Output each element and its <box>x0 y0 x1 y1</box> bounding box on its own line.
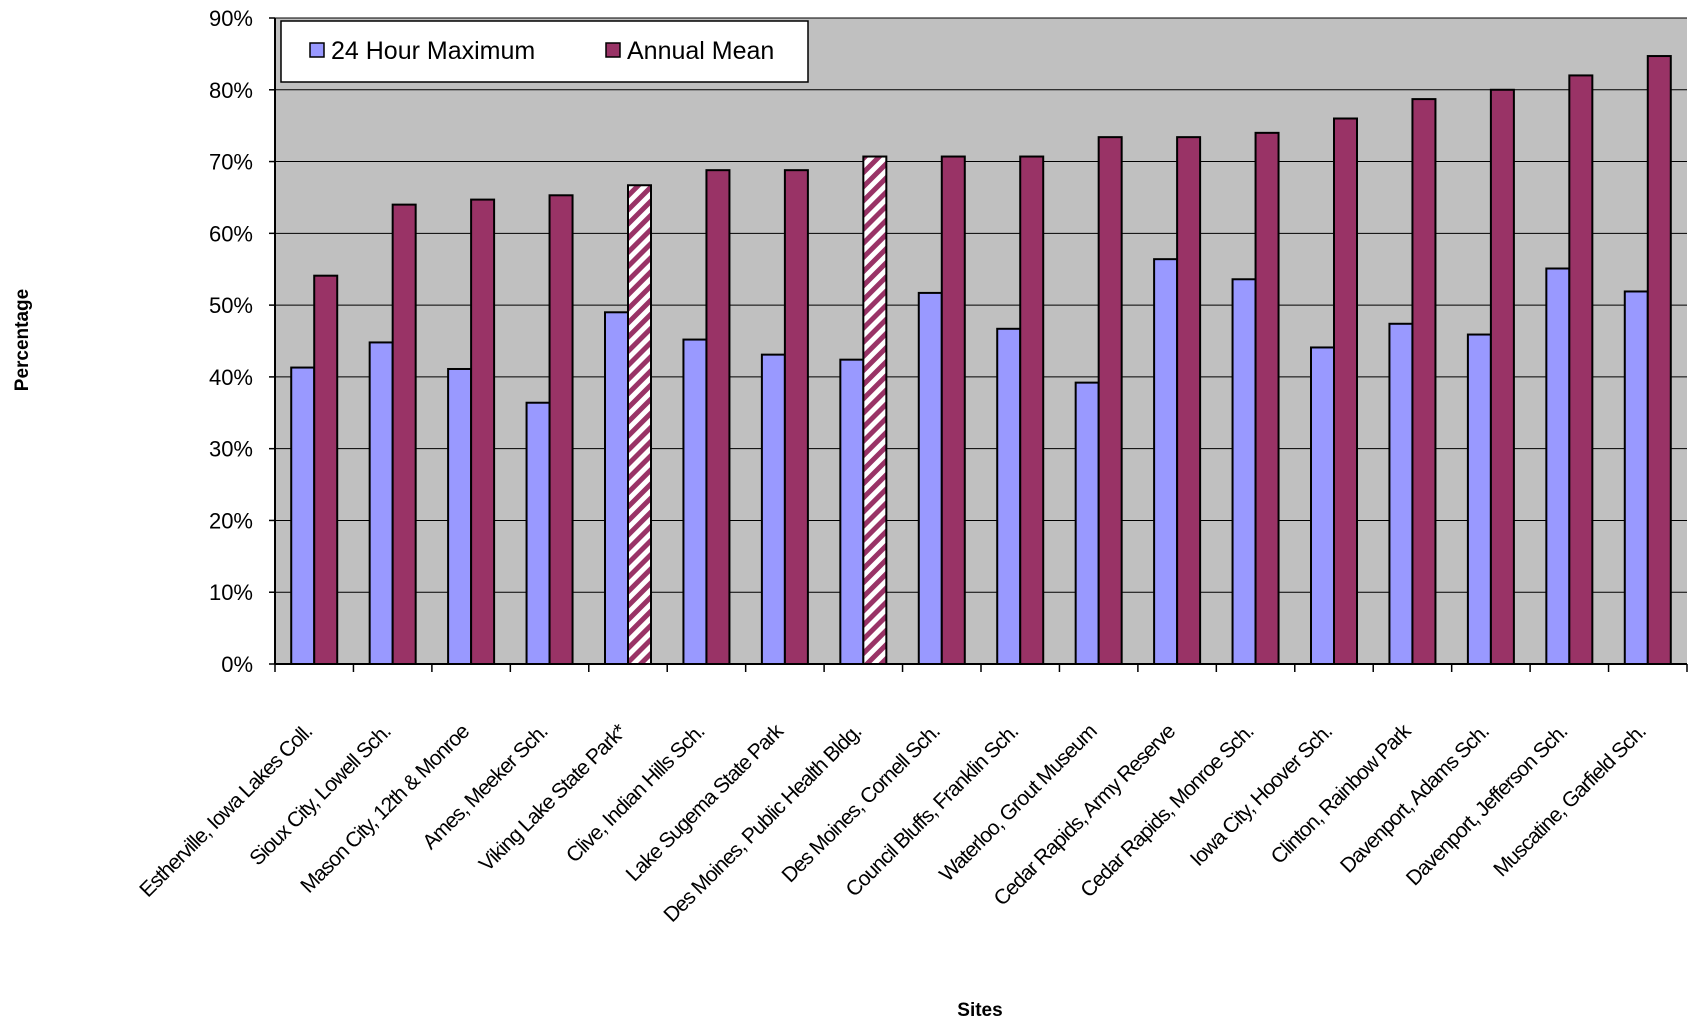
x-category-labels: Estherville, Iowa Lakes Coll.Sioux City,… <box>135 719 1650 927</box>
bar-24-hour-maximum <box>604 311 629 665</box>
bar-24-hour-maximum <box>1310 346 1335 665</box>
y-tick-label: 0% <box>221 652 253 677</box>
y-tick-label: 90% <box>209 6 253 31</box>
x-category-label: Davenport, Jefferson Sch. <box>1402 720 1572 890</box>
bar-24-hour-maximum <box>760 353 786 665</box>
x-category-label: Clinton, Rainbow Park <box>1267 719 1416 868</box>
y-tick-label: 50% <box>209 293 253 318</box>
axes <box>274 18 1688 672</box>
bar-annual-mean <box>1411 98 1437 665</box>
bar-24-hour-maximum <box>1623 290 1649 665</box>
y-tick-labels: 0% 10% 20% 30% 40% 50% 60% 70% 80% 90% <box>209 6 275 677</box>
y-tick-label: 10% <box>209 580 253 605</box>
bar-annual-mean <box>470 198 496 665</box>
bar-annual-mean <box>1097 136 1123 665</box>
bar-annual-mean <box>1333 117 1358 665</box>
bar-annual-mean <box>548 194 574 665</box>
bar-24-hour-maximum <box>917 291 943 665</box>
bar-annual-mean <box>940 155 966 666</box>
plot-area <box>275 18 1687 664</box>
x-category-label: Iowa City, Hoover Sch. <box>1186 720 1337 871</box>
bar-24-hour-maximum <box>447 367 473 665</box>
x-category-label: Clive, Indian Hills Sch. <box>562 720 709 867</box>
x-category-label: Lake Sugema State Park <box>622 719 789 886</box>
gridlines <box>275 17 1687 593</box>
x-category-label: Viking Lake State Park* <box>475 720 631 876</box>
bar-24-hour-maximum <box>682 338 708 665</box>
legend-label-24-hour-maximum: 24 Hour Maximum <box>331 37 535 65</box>
y-tick-label: 60% <box>209 221 253 246</box>
bar-annual-mean <box>313 274 339 665</box>
bar-annual-mean <box>783 169 809 665</box>
bar-24-hour-maximum <box>1153 258 1179 665</box>
y-tick-label: 20% <box>209 508 253 533</box>
bar-annual-mean <box>1254 131 1280 666</box>
x-category-label: Des Moines, Cornell Sch. <box>777 720 944 887</box>
bar-24-hour-maximum <box>1466 333 1492 665</box>
bar-annual-mean <box>705 169 731 665</box>
legend: 24 Hour Maximum Annual Mean <box>280 20 809 83</box>
x-category-label: Muscatine, Garfield Sch. <box>1489 720 1650 881</box>
legend-swatch-24-hour-maximum <box>309 42 325 58</box>
bar-24-hour-maximum <box>996 327 1022 665</box>
bar-24-hour-maximum <box>1074 381 1100 665</box>
legend-label-annual-mean: Annual Mean <box>627 37 774 65</box>
legend-box <box>280 20 809 83</box>
bar-24-hour-maximum <box>368 341 394 665</box>
y-tick-label: 30% <box>209 437 253 462</box>
bar-24-hour-maximum <box>1231 278 1257 665</box>
y-tick-label: 40% <box>209 365 253 390</box>
bar-24-hour-maximum <box>1545 267 1571 665</box>
bar-annual-mean <box>1176 136 1202 665</box>
y-tick-label: 70% <box>209 150 253 175</box>
bar-24-hour-maximum <box>525 401 551 665</box>
bar-annual-mean <box>1019 155 1045 666</box>
x-category-label: Sioux City, Lowell Sch. <box>245 720 395 870</box>
bar-annual-mean <box>862 155 888 666</box>
bar-annual-mean <box>1568 74 1594 665</box>
x-category-label: Waterloo, Grout Museum <box>935 720 1101 886</box>
x-category-label: Davenport, Adams Sch. <box>1336 720 1493 877</box>
x-axis-title: Sites <box>957 1000 1002 1021</box>
bar-annual-mean <box>391 203 417 665</box>
bar-annual-mean <box>1489 88 1515 666</box>
bar-24-hour-maximum <box>1388 322 1414 665</box>
bar-annual-mean <box>627 184 652 665</box>
y-axis-title: Percentage <box>12 289 33 391</box>
bar-24-hour-maximum <box>290 366 316 665</box>
bars <box>290 55 1672 666</box>
bar-annual-mean <box>1646 55 1672 665</box>
y-tick-label: 80% <box>209 78 253 103</box>
bar-24-hour-maximum <box>839 358 865 665</box>
legend-swatch-annual-mean <box>605 42 621 58</box>
